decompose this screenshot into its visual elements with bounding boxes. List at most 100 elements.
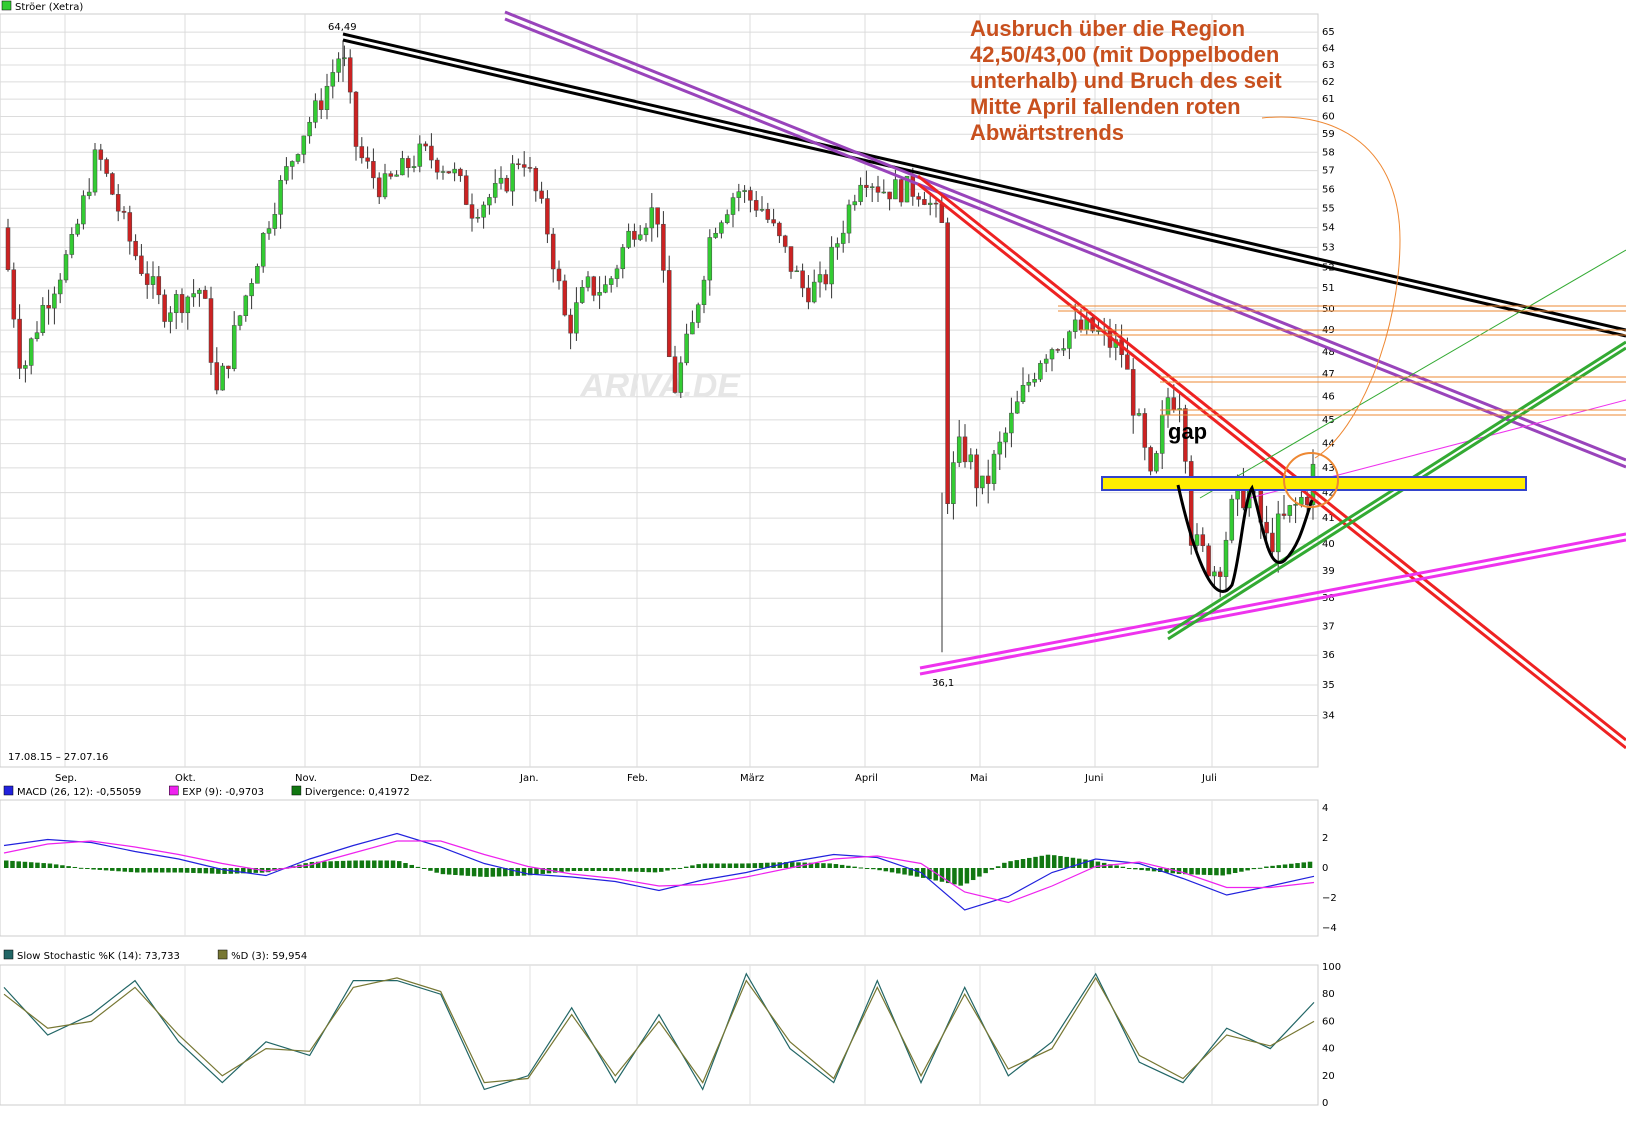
macd-histogram-bar — [833, 864, 839, 868]
candle-body — [446, 171, 452, 174]
macd-histogram-bar — [222, 868, 227, 874]
candle-body — [336, 58, 341, 73]
month-labels: Sep. Okt. Nov. Dez. Jan. Feb. März April Mai Juni… — [55, 773, 1217, 784]
macd-histogram-bar — [640, 868, 645, 872]
candle-body — [695, 304, 701, 323]
month-label: Dez. — [410, 773, 432, 784]
candle-body — [933, 202, 939, 205]
macd-histogram-bar — [72, 866, 78, 868]
candle-body — [1003, 432, 1008, 443]
macd-histogram-bar — [434, 868, 439, 873]
macd-histogram-bar — [627, 868, 633, 872]
purple-trendline — [504, 10, 1626, 462]
price-tick: 42 — [1322, 488, 1335, 499]
candle-body — [156, 276, 162, 296]
macd-histogram-bar — [478, 868, 483, 877]
candle-body — [864, 184, 869, 188]
macd-histogram-bar — [1120, 866, 1126, 868]
candle-body — [1183, 408, 1188, 462]
red-downtrend-2 — [917, 182, 1626, 750]
stoch-frame — [0, 964, 1319, 1106]
macd-histogram-bar — [1089, 860, 1094, 868]
candle-body — [405, 158, 411, 168]
candle-body — [1009, 412, 1014, 434]
candle-body — [516, 163, 521, 165]
candle-body — [910, 175, 916, 197]
macd-histogram-bar — [1276, 865, 1282, 868]
double-bottom-curve — [1176, 484, 1314, 593]
candle-body — [922, 199, 927, 205]
macd-histogram-bar — [659, 868, 664, 872]
candle-body — [104, 159, 109, 174]
candle-body — [939, 203, 945, 223]
macd-histogram-bar — [315, 861, 321, 868]
macd-histogram-bar — [677, 867, 683, 869]
macd-histogram-bar — [1070, 857, 1076, 868]
macd-histogram-bar — [153, 868, 159, 873]
macd-histogram-bar — [596, 868, 602, 871]
macd-histogram-bar — [241, 868, 246, 874]
candle-body — [63, 254, 69, 281]
macd-histogram-bar — [35, 862, 40, 868]
stoch-legend-label: Slow Stochastic %K (14): 73,733 — [17, 951, 180, 962]
macd-histogram-bar — [191, 868, 196, 873]
candle-body — [533, 168, 539, 192]
candle-body — [284, 166, 289, 181]
candle-body — [736, 191, 742, 198]
macd-histogram-bar — [790, 862, 795, 868]
candle-body — [353, 91, 359, 147]
candle-body — [835, 243, 840, 248]
candle-body — [875, 186, 881, 193]
candle-body — [127, 212, 133, 242]
candle-body — [782, 235, 788, 247]
candle-body — [307, 121, 312, 137]
macd-histogram-bar — [1295, 863, 1300, 868]
candle-body — [1165, 397, 1171, 416]
macd-histogram-bar — [4, 860, 9, 868]
candle-body — [81, 195, 86, 225]
macd-histogram-bar — [939, 868, 945, 882]
candle-body — [249, 283, 254, 297]
macd-histogram-bar — [1039, 855, 1045, 868]
candle-body — [23, 365, 28, 369]
price-tick: 44 — [1322, 439, 1335, 450]
candle-body — [197, 289, 202, 294]
macd-histogram-bar — [584, 868, 589, 871]
month-label: Jan. — [519, 773, 539, 784]
candle-body — [411, 166, 417, 168]
candle-body — [823, 274, 829, 285]
macd-histogram-bar — [609, 868, 614, 871]
candle-body — [150, 276, 156, 285]
macd-histogram-bar — [159, 868, 165, 873]
candle-body — [724, 214, 730, 223]
candle-body — [748, 190, 753, 201]
macd-histogram-bar — [359, 860, 365, 868]
macd-histogram-bar — [902, 868, 907, 875]
candle-body — [655, 207, 660, 225]
candle-body — [1171, 397, 1177, 411]
price-tick: 43 — [1322, 463, 1335, 474]
month-label: Juni — [1084, 773, 1103, 784]
macd-histogram-bar — [1083, 859, 1088, 868]
candle-body — [208, 298, 214, 363]
macd-histogram-bar — [484, 868, 489, 877]
macd-histogram-bar — [652, 868, 658, 873]
macd-histogram-bar — [839, 864, 845, 868]
price-tick: 53 — [1322, 242, 1335, 253]
candle-body — [388, 173, 394, 177]
candle-body — [34, 332, 40, 339]
price-tick: 57 — [1322, 166, 1335, 177]
candle-body — [162, 294, 167, 322]
candle-body — [295, 154, 301, 162]
candle-body — [231, 325, 237, 369]
macd-histogram-bar — [883, 868, 889, 872]
macd-histogram-bar — [964, 868, 970, 884]
candle-body — [927, 202, 933, 205]
candle-body — [777, 222, 782, 237]
annotation-line: 42,50/43,00 (mit Doppelboden — [970, 42, 1279, 67]
candle-body — [313, 100, 318, 123]
candle-body — [666, 270, 672, 357]
candle-body — [1270, 532, 1275, 553]
macd-histogram-bar — [428, 868, 433, 871]
macd-histogram-bar — [440, 868, 446, 875]
